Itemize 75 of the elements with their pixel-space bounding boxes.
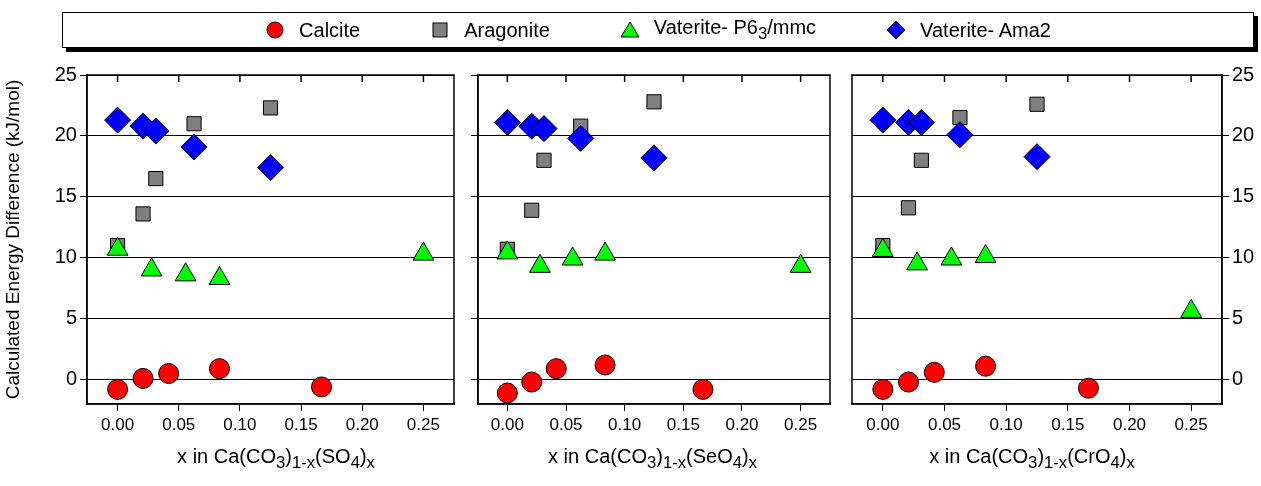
point [257, 154, 284, 182]
x-tick-label: 0.00 [101, 414, 135, 434]
x-tick-label: 0.25 [784, 414, 818, 434]
x-tick-label: 0.05 [549, 414, 583, 434]
point [104, 106, 132, 134]
point [135, 206, 151, 222]
x-tick-label: 0.05 [927, 414, 962, 434]
y-tick-label: 10 [54, 245, 77, 268]
point [692, 378, 714, 400]
point [872, 378, 894, 400]
y-tick-label: 5 [65, 306, 77, 329]
point [186, 116, 202, 132]
point [907, 109, 935, 137]
y-tick-label: 20 [54, 123, 77, 146]
legend-label: Vaterite- Ama2 [920, 18, 1051, 42]
point [107, 378, 129, 400]
x-tick-label: 0.10 [223, 414, 257, 434]
y-tick-label: 15 [54, 184, 77, 207]
point [567, 124, 595, 152]
point [536, 152, 552, 168]
point [897, 371, 919, 393]
point [1023, 143, 1051, 171]
point [913, 152, 929, 168]
point [311, 376, 333, 398]
y2-tick-label: 5 [1232, 306, 1244, 329]
y-tick-label: 25 [54, 62, 77, 85]
x-tick-label: 0.20 [345, 414, 379, 434]
point [262, 100, 279, 116]
y-tick-label: 0 [65, 367, 77, 390]
point [975, 355, 997, 377]
point [208, 358, 230, 380]
point [646, 94, 662, 110]
y2-tick-label: 0 [1232, 367, 1244, 390]
point [158, 363, 180, 385]
point [946, 121, 974, 149]
point [142, 117, 170, 145]
x-tick-label: 0.25 [1174, 414, 1208, 434]
y-axis-title: Calculated Energy Difference (kJ/mol) [1, 79, 23, 400]
x-tick-label: 0.10 [608, 414, 642, 434]
legend-label: Vaterite- P6$_{3}$/mmc [653, 16, 817, 44]
point [640, 144, 668, 172]
x-tick-label: 0.15 [666, 414, 700, 434]
x-tick-label: 0.05 [162, 414, 196, 434]
point [132, 367, 154, 389]
legend-label: Calcite [299, 18, 361, 42]
point [496, 382, 518, 404]
x-axis-title: x in Ca(CO$_{3}$)$_{1-x}$(SO$_{4}$)$_{x}$ [176, 445, 376, 473]
point [594, 354, 616, 376]
legend-label: Aragonite [464, 18, 550, 42]
point [524, 202, 540, 218]
y2-tick-label: 15 [1232, 184, 1255, 207]
x-axis-title: x in Ca(CO$_{3}$)$_{1-x}$(SeO$_{4}$)$_{x}$ [547, 445, 758, 473]
x-tick-label: 0.10 [989, 414, 1023, 434]
x-tick-label: 0.20 [1112, 414, 1147, 434]
point [1029, 96, 1045, 112]
y2-tick-label: 10 [1232, 245, 1255, 268]
x-tick-label: 0.15 [284, 414, 318, 434]
x-tick-label: 0.15 [1051, 414, 1085, 434]
y2-tick-label: 20 [1232, 123, 1255, 146]
x-tick-label: 0.00 [866, 414, 900, 434]
point [869, 106, 897, 134]
point [521, 371, 543, 393]
x-tick-label: 0.20 [725, 414, 759, 434]
point [180, 133, 208, 161]
point [900, 200, 917, 216]
point [545, 358, 567, 380]
x-tick-label: 0.25 [406, 414, 440, 434]
point [1077, 377, 1099, 399]
point [923, 361, 945, 383]
point [530, 115, 558, 143]
point [148, 171, 164, 187]
point [493, 109, 521, 137]
y2-tick-label: 25 [1232, 62, 1255, 85]
x-axis-title: x in Ca(CO$_{3}$)$_{1-x}$(CrO$_{4}$)$_{x}$ [928, 445, 1136, 473]
x-tick-label: 0.00 [490, 414, 524, 434]
